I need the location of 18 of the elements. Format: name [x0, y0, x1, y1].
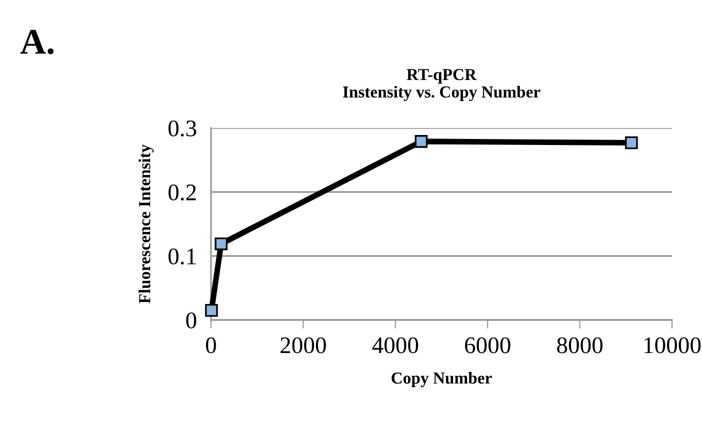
y-tick-label: 0	[186, 312, 196, 328]
y-tick-label: 0.3	[168, 120, 196, 137]
x-tick-label: 8000	[557, 337, 603, 354]
x-tick-label: 4000	[372, 337, 418, 354]
point	[205, 304, 218, 317]
x-axis-title: Copy Number	[392, 372, 492, 388]
y-axis-title: Fluorescence Intensity	[138, 144, 154, 304]
x-tick-label: 2000	[280, 337, 326, 354]
point	[625, 136, 638, 150]
x-tick-label: 10000	[644, 337, 701, 354]
y-tick-label: 0.1	[168, 248, 196, 265]
chart-title: RT-qPCR Instensity vs. Copy Number	[342, 68, 540, 102]
x-tick-label: 0	[206, 337, 216, 354]
x-tick-label: 6000	[465, 337, 510, 354]
text: A.	[20, 30, 54, 54]
y-tick-label: 0.2	[168, 184, 196, 201]
point	[214, 237, 228, 250]
point	[414, 135, 428, 148]
